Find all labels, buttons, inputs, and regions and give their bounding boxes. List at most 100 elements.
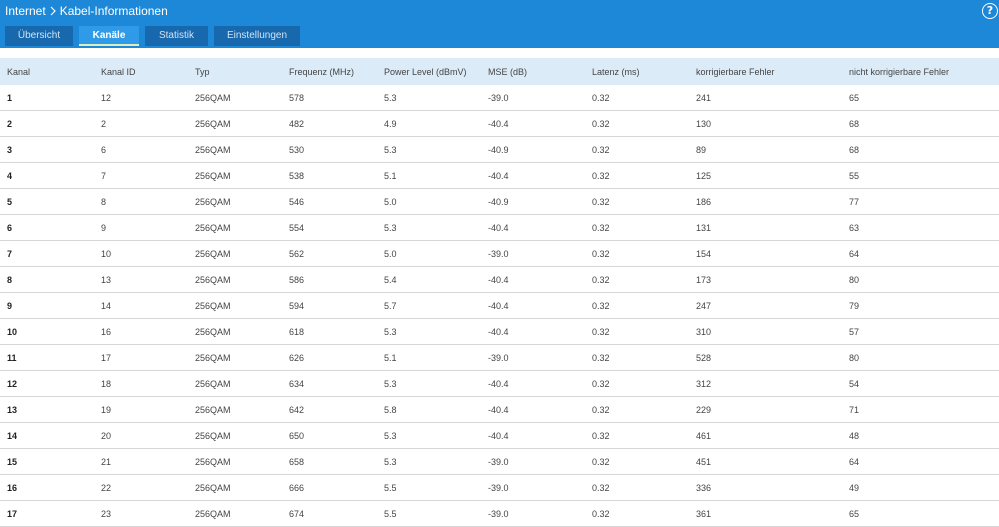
table-cell: 0.32 bbox=[592, 240, 696, 267]
table-cell: 658 bbox=[289, 448, 384, 475]
table-row: 11 17 256QAM 626 5.1 -39.0 0.32 528 80 bbox=[0, 344, 999, 371]
table-cell: 538 bbox=[289, 162, 384, 189]
table-cell: 482 bbox=[289, 110, 384, 137]
table-cell: 586 bbox=[289, 266, 384, 293]
table-cell: 2 bbox=[0, 110, 101, 137]
table-cell: 5.3 bbox=[384, 136, 488, 163]
table-cell: 18 bbox=[101, 370, 195, 397]
table-row: 2 2 256QAM 482 4.9 -40.4 0.32 130 68 bbox=[0, 110, 999, 137]
table-cell: 312 bbox=[696, 370, 849, 397]
table-cell: 13 bbox=[0, 396, 101, 423]
table-row: 5 8 256QAM 546 5.0 -40.9 0.32 186 77 bbox=[0, 188, 999, 215]
table-cell: 64 bbox=[849, 448, 999, 475]
table-cell: 642 bbox=[289, 396, 384, 423]
table-cell: -39.0 bbox=[488, 344, 592, 371]
table-row: 3 6 256QAM 530 5.3 -40.9 0.32 89 68 bbox=[0, 136, 999, 163]
table-cell: 530 bbox=[289, 136, 384, 163]
table-cell: 256QAM bbox=[195, 240, 289, 267]
table-cell: 5.3 bbox=[384, 370, 488, 397]
table-cell: 16 bbox=[0, 474, 101, 501]
table-cell: 2 bbox=[101, 110, 195, 137]
table-cell: 15 bbox=[0, 448, 101, 475]
table-cell: 9 bbox=[0, 292, 101, 319]
breadcrumb-item[interactable]: Internet bbox=[5, 4, 46, 18]
table-cell: -40.4 bbox=[488, 318, 592, 345]
top-bar: Internet Kabel-Informationen ? Übersicht… bbox=[0, 0, 999, 48]
table-cell: 79 bbox=[849, 292, 999, 319]
table-cell: -40.4 bbox=[488, 292, 592, 319]
column-header[interactable]: nicht korrigierbare Fehler bbox=[849, 58, 999, 85]
table-cell: 5 bbox=[0, 188, 101, 215]
table-cell: 256QAM bbox=[195, 344, 289, 371]
table-cell: 229 bbox=[696, 396, 849, 423]
table-cell: 68 bbox=[849, 110, 999, 137]
table-cell: -39.0 bbox=[488, 85, 592, 111]
table-row: 10 16 256QAM 618 5.3 -40.4 0.32 310 57 bbox=[0, 318, 999, 345]
table-cell: 0.32 bbox=[592, 500, 696, 527]
table-cell: 0.32 bbox=[592, 422, 696, 449]
table-row: 4 7 256QAM 538 5.1 -40.4 0.32 125 55 bbox=[0, 162, 999, 189]
table-cell: 12 bbox=[0, 370, 101, 397]
table-row: 8 13 256QAM 586 5.4 -40.4 0.32 173 80 bbox=[0, 266, 999, 293]
column-header[interactable]: MSE (dB) bbox=[488, 58, 592, 85]
table-cell: 64 bbox=[849, 240, 999, 267]
table-cell: 256QAM bbox=[195, 85, 289, 111]
table-cell: 4.9 bbox=[384, 110, 488, 137]
table-cell: 54 bbox=[849, 370, 999, 397]
breadcrumb-item: Kabel-Informationen bbox=[59, 4, 168, 18]
table-cell: -39.0 bbox=[488, 448, 592, 475]
table-cell: 5.3 bbox=[384, 448, 488, 475]
table-cell: 80 bbox=[849, 266, 999, 293]
table-cell: 7 bbox=[0, 240, 101, 267]
table-cell: -40.4 bbox=[488, 110, 592, 137]
table-cell: 546 bbox=[289, 188, 384, 215]
table-cell: 49 bbox=[849, 474, 999, 501]
table-cell: 11 bbox=[0, 344, 101, 371]
table-cell: -39.0 bbox=[488, 500, 592, 527]
column-header[interactable]: Typ bbox=[195, 58, 289, 85]
table-cell: 17 bbox=[0, 500, 101, 527]
table-row: 14 20 256QAM 650 5.3 -40.4 0.32 461 48 bbox=[0, 422, 999, 449]
column-header[interactable]: korrigierbare Fehler bbox=[696, 58, 849, 85]
table-cell: 0.32 bbox=[592, 370, 696, 397]
table-cell: 5.3 bbox=[384, 318, 488, 345]
table-cell: 247 bbox=[696, 292, 849, 319]
table-cell: 5.7 bbox=[384, 292, 488, 319]
table-cell: -40.4 bbox=[488, 396, 592, 423]
table-cell: -40.4 bbox=[488, 266, 592, 293]
table-cell: 0.32 bbox=[592, 292, 696, 319]
column-header[interactable]: Power Level (dBmV) bbox=[384, 58, 488, 85]
table-cell: 256QAM bbox=[195, 396, 289, 423]
table-cell: 256QAM bbox=[195, 136, 289, 163]
table-cell: 63 bbox=[849, 214, 999, 241]
table-cell: 554 bbox=[289, 214, 384, 241]
table-cell: 0.32 bbox=[592, 474, 696, 501]
column-header[interactable]: Latenz (ms) bbox=[592, 58, 696, 85]
table-cell: 0.32 bbox=[592, 214, 696, 241]
table-cell: 0.32 bbox=[592, 396, 696, 423]
table-cell: 55 bbox=[849, 162, 999, 189]
table-row: 1 12 256QAM 578 5.3 -39.0 0.32 241 65 bbox=[0, 85, 999, 111]
column-header[interactable]: Kanal ID bbox=[101, 58, 195, 85]
table-cell: 256QAM bbox=[195, 292, 289, 319]
table-cell: 461 bbox=[696, 422, 849, 449]
table-cell: 68 bbox=[849, 136, 999, 163]
table-cell: 7 bbox=[101, 162, 195, 189]
table-cell: 5.3 bbox=[384, 422, 488, 449]
tab[interactable]: Statistik bbox=[145, 26, 208, 46]
table-cell: 0.32 bbox=[592, 136, 696, 163]
table-cell: 9 bbox=[101, 214, 195, 241]
table-cell: -40.4 bbox=[488, 214, 592, 241]
column-header[interactable]: Kanal bbox=[0, 58, 101, 85]
help-button[interactable]: ? bbox=[982, 3, 998, 19]
table-cell: 12 bbox=[101, 85, 195, 111]
table-cell: 634 bbox=[289, 370, 384, 397]
tab[interactable]: Kanäle bbox=[79, 26, 139, 46]
table-cell: 0.32 bbox=[592, 162, 696, 189]
table-cell: 20 bbox=[101, 422, 195, 449]
table-cell: -40.4 bbox=[488, 162, 592, 189]
column-header[interactable]: Frequenz (MHz) bbox=[289, 58, 384, 85]
tab[interactable]: Übersicht bbox=[5, 26, 73, 46]
tab[interactable]: Einstellungen bbox=[214, 26, 300, 46]
table-cell: -40.4 bbox=[488, 370, 592, 397]
